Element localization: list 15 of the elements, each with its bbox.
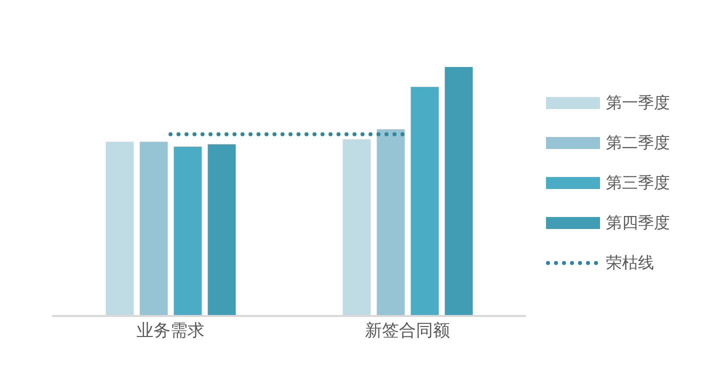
bar xyxy=(342,139,371,316)
x-tick-label: 业务需求 xyxy=(136,321,204,342)
bar xyxy=(376,129,405,316)
legend-label: 第四季度 xyxy=(606,212,670,234)
x-tick-label: 新签合同额 xyxy=(365,321,450,342)
legend-label: 第二季度 xyxy=(606,132,670,154)
legend-label: 第三季度 xyxy=(606,172,670,194)
legend-label: 第一季度 xyxy=(606,92,670,114)
bar xyxy=(444,67,473,316)
bar xyxy=(174,146,202,316)
bar xyxy=(410,86,439,316)
bar xyxy=(106,142,134,316)
legend-label: 荣枯线 xyxy=(606,252,654,274)
bar xyxy=(140,142,168,316)
bar xyxy=(208,144,236,316)
